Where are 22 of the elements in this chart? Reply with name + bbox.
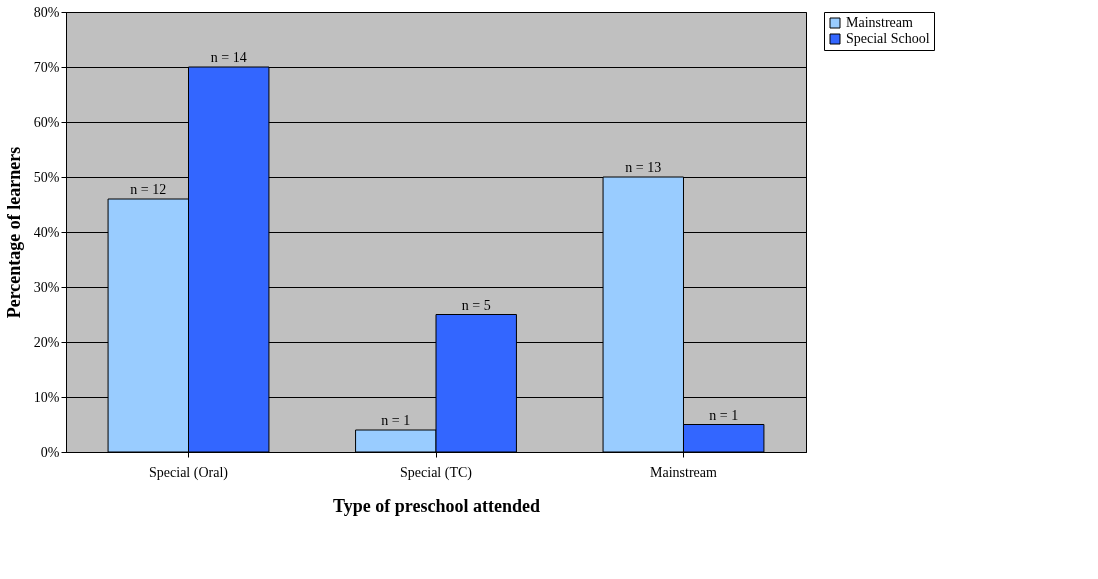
y-tick-label: 0% — [40, 444, 60, 460]
annotation: n = 5 — [461, 297, 491, 313]
x-tick-label: Special (Oral) — [149, 464, 229, 481]
annotation: n = 1 — [381, 413, 411, 428]
annotation: n = 13 — [625, 160, 662, 175]
x-axis-title: Type of preschool attended — [333, 495, 540, 516]
y-tick-label: 40% — [33, 224, 60, 240]
annotation: n = 14 — [210, 50, 247, 65]
y-tick-label: 20% — [33, 334, 60, 350]
y-axis-title: Percentage of learners — [3, 146, 24, 319]
y-tick-label: 30% — [33, 279, 60, 295]
y-tick-label: 80% — [33, 4, 60, 20]
legend-label: Mainstream — [846, 15, 913, 30]
annotation: n = 12 — [130, 182, 167, 197]
x-tick-label: Mainstream — [650, 464, 718, 480]
y-tick-label: 50% — [33, 169, 60, 185]
x-tick-label: Special (TC) — [400, 464, 473, 481]
y-tick-label: 70% — [33, 59, 60, 75]
y-tick-label: 10% — [33, 389, 60, 405]
y-tick-label: 60% — [33, 114, 60, 130]
annotation: n = 1 — [709, 407, 739, 423]
legend-label: Special School — [846, 31, 930, 46]
